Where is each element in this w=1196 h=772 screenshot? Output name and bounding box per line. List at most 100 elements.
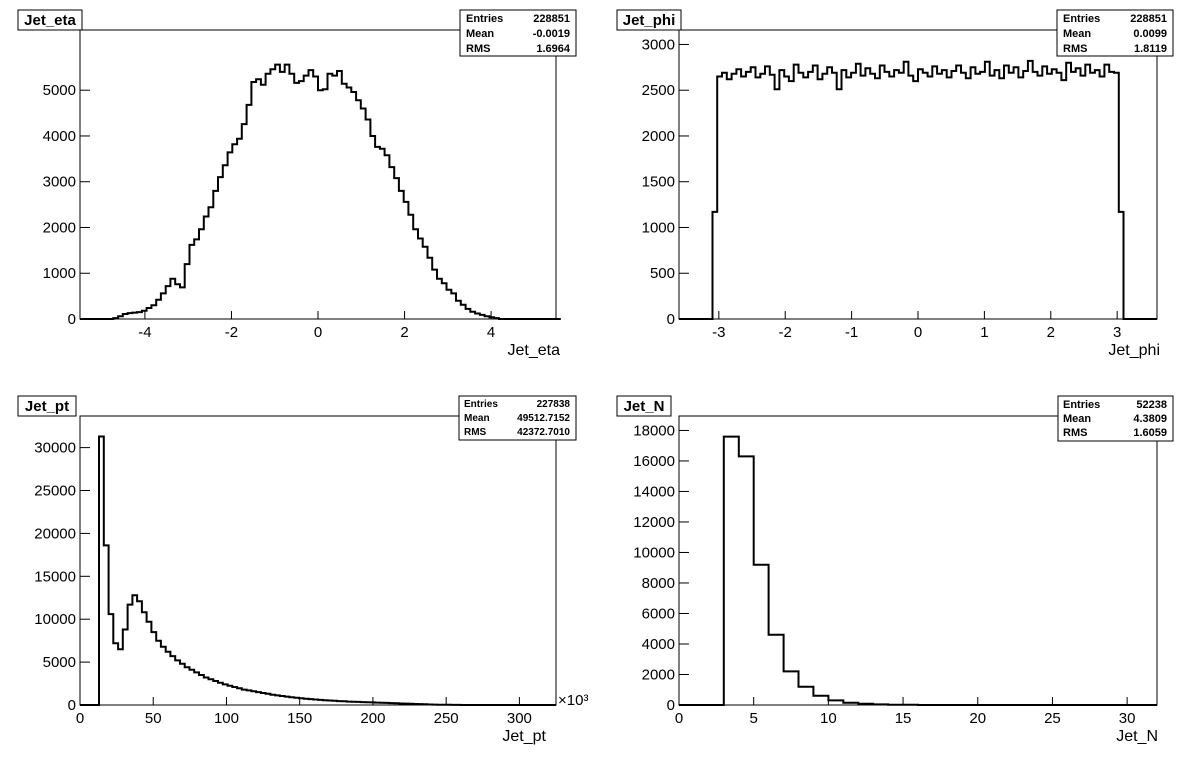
stat-rms-label: RMS (466, 43, 490, 55)
x-tick-label: 2 (1047, 324, 1055, 341)
y-tick-label: 5000 (43, 654, 76, 671)
y-tick-label: 4000 (642, 636, 675, 653)
stat-mean-value: 4.3809 (1133, 413, 1167, 425)
stat-rms-value: 1.8119 (1134, 43, 1167, 55)
panel-title: Jet_eta (24, 12, 76, 29)
title-box: Jet_eta (17, 9, 83, 31)
y-tick-label: 1000 (642, 219, 675, 236)
y-tick-label: 0 (68, 697, 76, 714)
y-tick-label: 14000 (633, 483, 675, 500)
y-tick-label: 3000 (642, 36, 675, 53)
x-axis-title: Jet_pt (502, 728, 546, 745)
title-box: Jet_phi (616, 9, 682, 31)
x-tick-label: 150 (287, 710, 312, 727)
stat-entries-label: Entries (464, 399, 498, 410)
x-tick-label: 250 (434, 710, 459, 727)
stats-box: Entries 52238 Mean 4.3809 RMS 1.6059 (1057, 395, 1174, 442)
y-tick-label: 0 (667, 311, 675, 328)
panel-jet-phi: -3 -2 -1 0 1 2 3 0 500 1000 1500 2000 2500 3000 Jet_p… (616, 9, 1174, 359)
stat-entries-label: Entries (1063, 399, 1100, 411)
y-tick-label: 12000 (633, 514, 675, 531)
x-axis-title: Jet_phi (1108, 342, 1160, 359)
stats-box: Entries 228851 Mean 0.0099 RMS 1.8119 (1056, 9, 1174, 57)
y-tick-label: 2500 (642, 82, 675, 99)
stats-box: Entries 227838 Mean 49512.7152 RMS 42372… (458, 395, 577, 441)
x-tick-label: 1 (980, 324, 988, 341)
x-tick-label: -1 (845, 324, 858, 341)
stat-entries-label: Entries (1063, 13, 1100, 25)
x-axis-exponent: ×10³ (558, 692, 588, 709)
panel-title: Jet_N (624, 398, 665, 415)
stat-mean-label: Mean (464, 413, 490, 424)
x-tick-label: 15 (895, 710, 912, 727)
x-tick-label: 300 (507, 710, 532, 727)
x-tick-label: -2 (225, 324, 238, 341)
y-tick-label: 0 (68, 311, 76, 328)
y-tick-label: 20000 (34, 525, 76, 542)
stat-mean-label: Mean (1063, 413, 1091, 425)
y-tick-label: 6000 (642, 605, 675, 622)
panel-title: Jet_pt (25, 398, 69, 415)
y-tick-label: 2000 (43, 219, 76, 236)
x-tick-label: 100 (214, 710, 239, 727)
histogram-line (80, 435, 556, 706)
panel-jet-n: 0 5 10 15 20 25 30 0 2000 4000 6000 8000 10000 12000 1… (616, 395, 1174, 745)
y-tick-label: 10000 (633, 544, 675, 561)
x-tick-label: 4 (487, 324, 495, 341)
x-tick-label: 10 (820, 710, 837, 727)
stat-rms-label: RMS (464, 427, 487, 438)
y-tick-label: 30000 (34, 440, 76, 457)
stat-mean-label: Mean (466, 28, 494, 40)
x-axis-title: Jet_N (1116, 728, 1158, 745)
y-tick-label: 16000 (633, 453, 675, 470)
stat-rms-label: RMS (1063, 43, 1087, 55)
y-tick-label: 10000 (34, 611, 76, 628)
x-tick-label: -4 (138, 324, 151, 341)
x-tick-label: -2 (779, 324, 792, 341)
x-tick-label: -3 (712, 324, 725, 341)
x-tick-label: 20 (969, 710, 986, 727)
title-box: Jet_pt (17, 395, 77, 417)
x-tick-label: 25 (1044, 710, 1061, 727)
y-tick-label: 2000 (642, 128, 675, 145)
stat-rms-value: 42372.7010 (517, 427, 570, 438)
x-tick-label: 50 (145, 710, 162, 727)
panel-jet-pt: 0 50 100 150 200 250 300 0 5000 10000 15000 20000 25… (17, 395, 588, 745)
histogram-area: -3 -2 -1 0 1 2 3 0 500 1000 1500 2000 2500 3000 (642, 36, 1157, 341)
y-tick-label: 8000 (642, 575, 675, 592)
x-tick-label: 30 (1119, 710, 1136, 727)
y-tick-label: 4000 (43, 128, 76, 145)
x-tick-label: 200 (360, 710, 385, 727)
x-axis-title: Jet_eta (508, 342, 561, 359)
x-tick-label: 0 (914, 324, 922, 341)
x-tick-label: 3 (1113, 324, 1121, 341)
panel-jet-eta: -4 -2 0 2 4 0 1000 2000 3000 4000 5000 Jet_eta Jet… (17, 9, 577, 359)
y-tick-label: 5000 (43, 82, 76, 99)
stat-mean-value: 0.0099 (1133, 28, 1167, 40)
stat-mean-label: Mean (1063, 28, 1091, 40)
y-tick-label: 15000 (34, 568, 76, 585)
stat-rms-label: RMS (1063, 427, 1087, 439)
stat-mean-value: 49512.7152 (517, 413, 570, 424)
x-tick-label: 0 (314, 324, 322, 341)
stat-entries-value: 52238 (1136, 399, 1167, 411)
histogram-area: -4 -2 0 2 4 0 1000 2000 3000 4000 5000 (43, 63, 561, 341)
stat-rms-value: 1.6059 (1133, 427, 1167, 439)
histogram-line (80, 63, 561, 320)
y-tick-label: 500 (650, 265, 675, 282)
y-tick-label: 25000 (34, 483, 76, 500)
plot-frame (79, 29, 557, 320)
stat-entries-value: 228851 (533, 13, 570, 25)
y-tick-label: 0 (667, 697, 675, 714)
y-tick-label: 1000 (43, 265, 76, 282)
title-box: Jet_N (616, 395, 672, 417)
y-tick-label: 2000 (642, 666, 675, 683)
y-tick-label: 18000 (633, 422, 675, 439)
stat-entries-value: 228851 (1130, 13, 1167, 25)
stat-rms-value: 1.6964 (536, 43, 571, 55)
plot-frame (678, 415, 1158, 706)
x-tick-label: 2 (400, 324, 408, 341)
histogram-line (679, 59, 1157, 320)
y-tick-label: 1500 (642, 174, 675, 191)
